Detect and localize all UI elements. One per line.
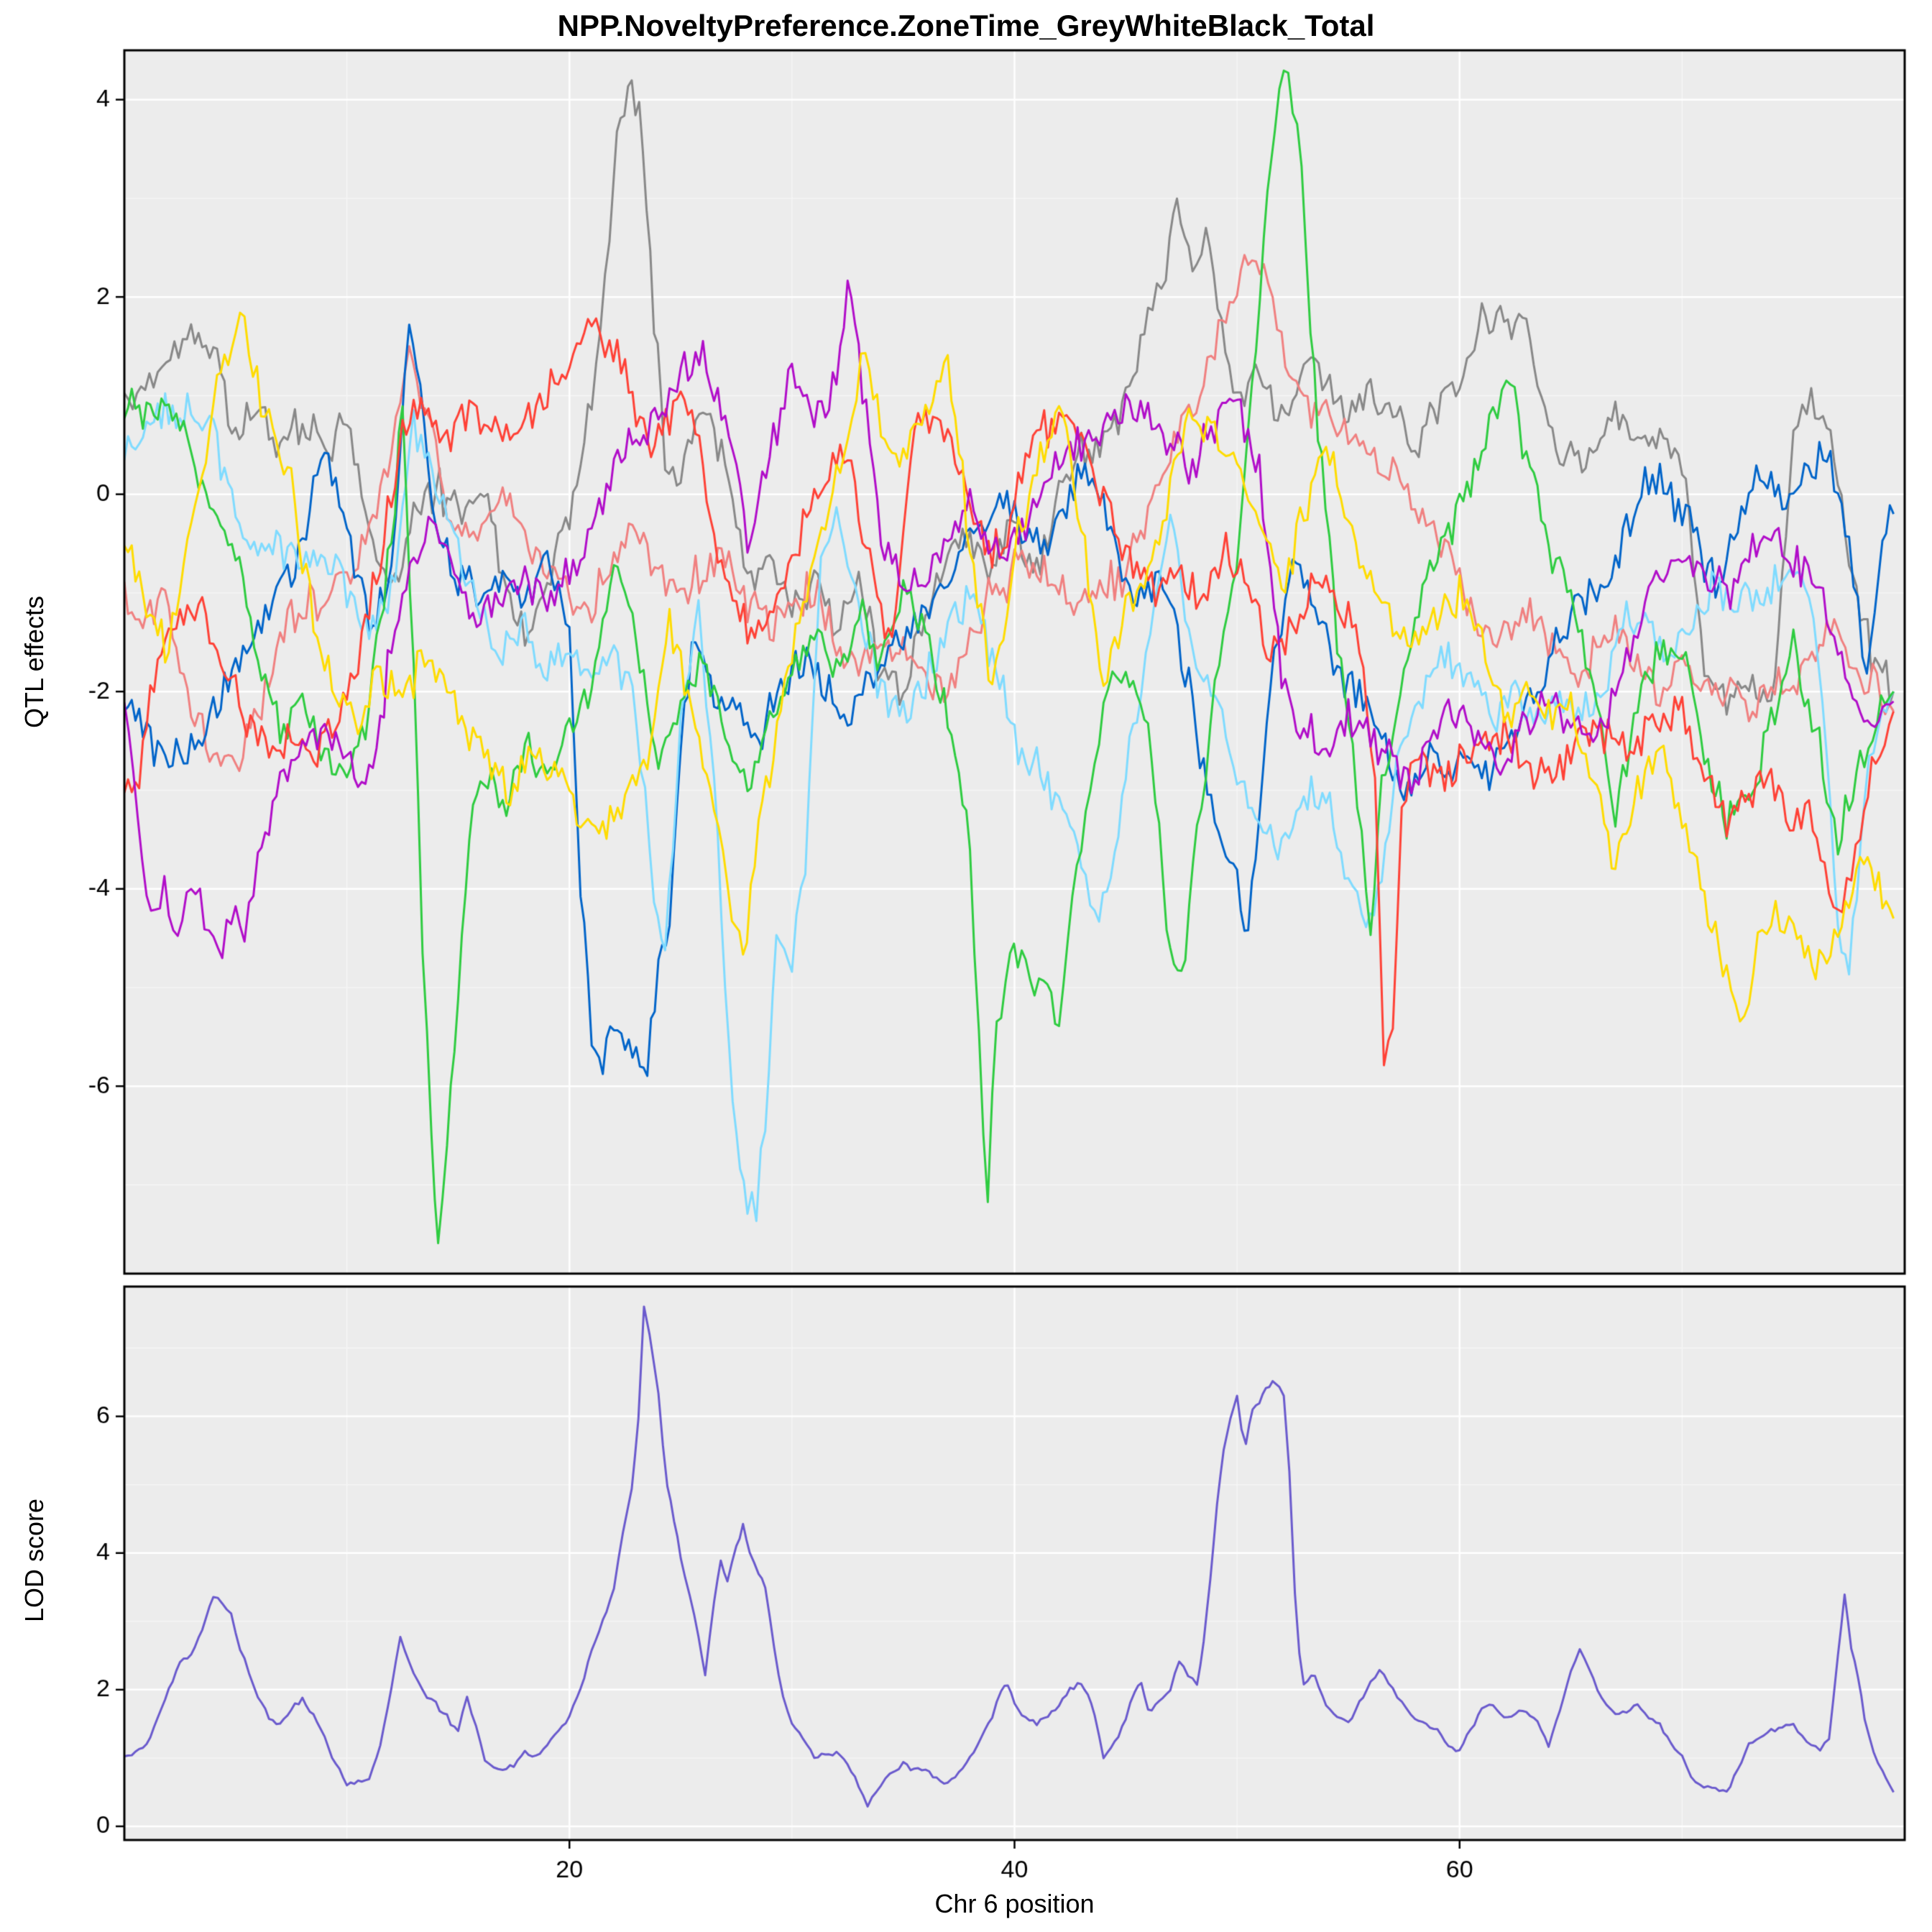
qtl-effects-plot [56,45,1913,1276]
chart-title: NPP.NoveltyPreference.ZoneTime_GreyWhite… [557,9,1375,42]
qtl-effects-axis-label: QTL effects [19,595,49,729]
x-axis-label: Chr 6 position [934,1889,1095,1918]
lod-score-axis-label: LOD score [19,1498,49,1623]
lod-score-plot [56,1282,1913,1905]
